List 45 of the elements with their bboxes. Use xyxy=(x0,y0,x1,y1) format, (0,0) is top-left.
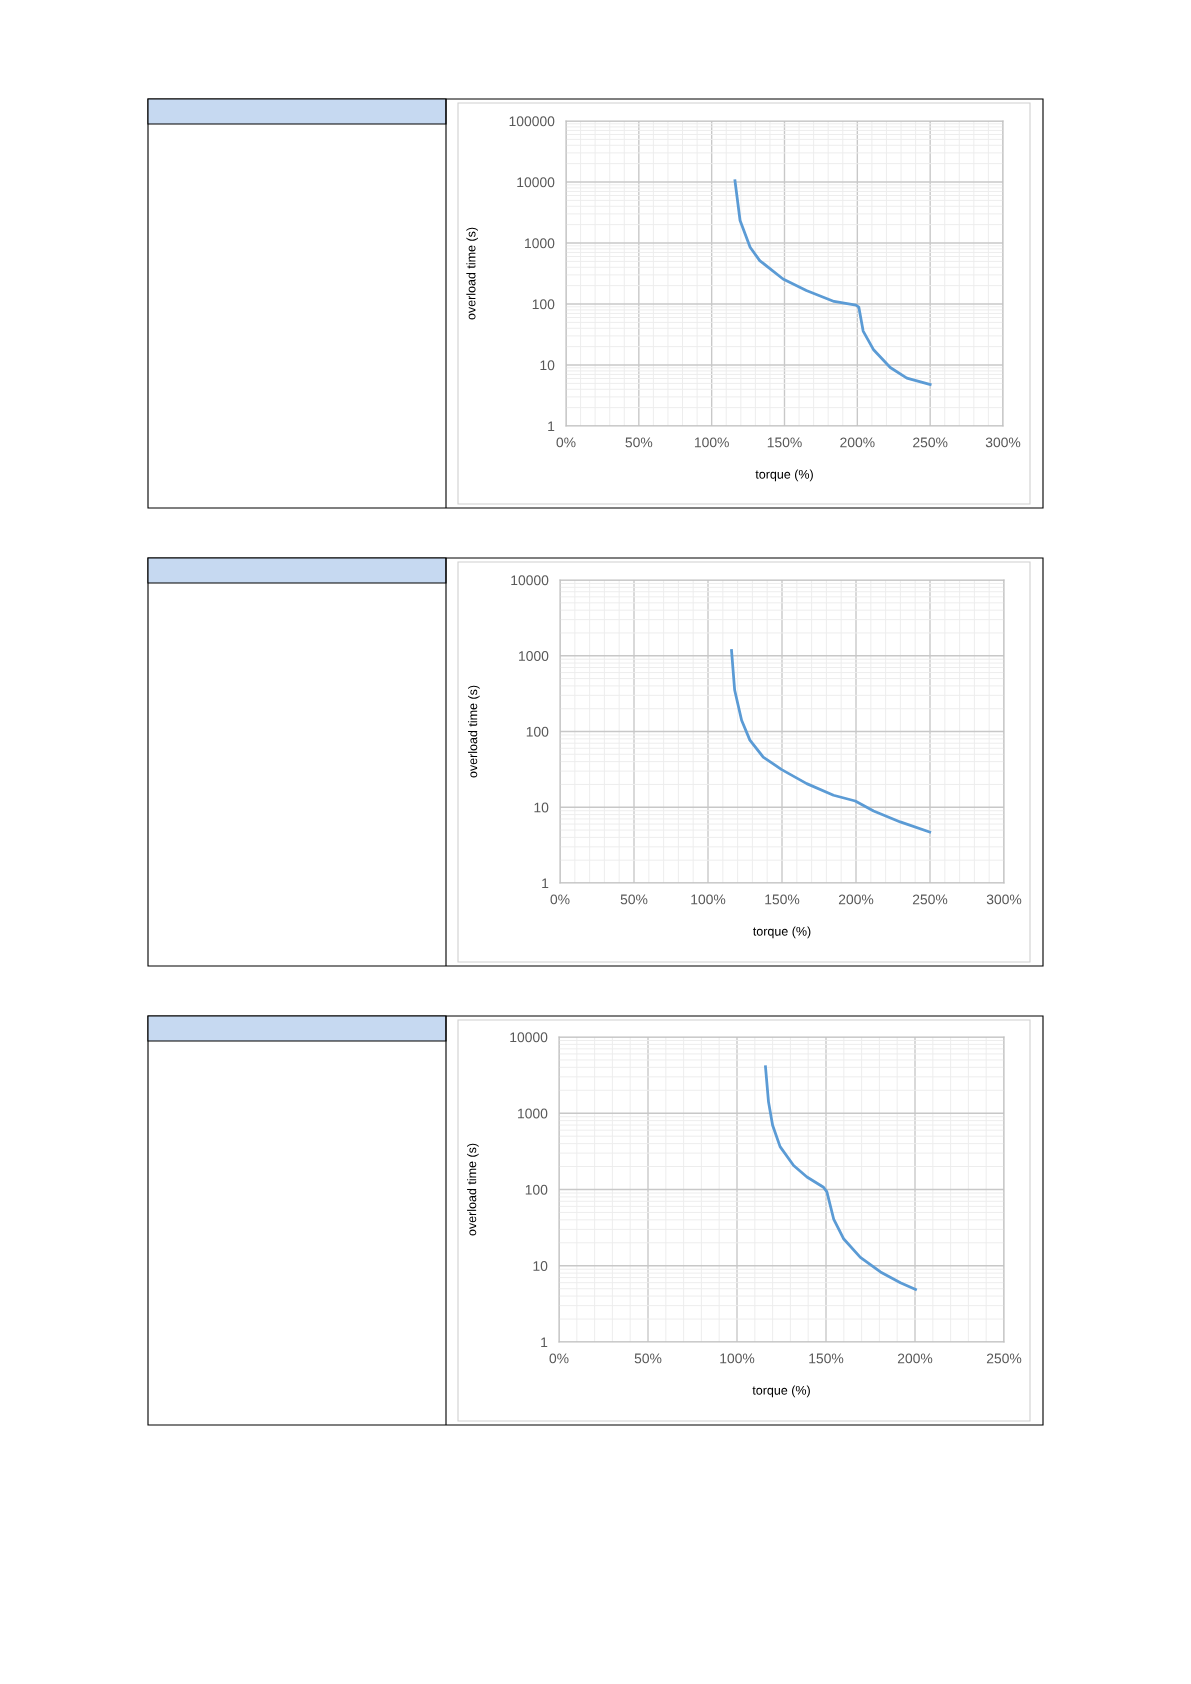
x-tick-label: 300% xyxy=(985,437,1021,448)
x-tick-label: 50% xyxy=(620,894,648,905)
y-tick-label: 10000 xyxy=(517,177,555,188)
x-tick-label: 0% xyxy=(550,894,570,905)
line-series xyxy=(733,179,932,386)
y-tick-label: 1 xyxy=(541,1337,548,1348)
y-tick-label: 10 xyxy=(540,360,555,371)
line-series xyxy=(730,649,932,834)
y-tick-label: 100 xyxy=(525,1184,548,1195)
y-tick-label: 1 xyxy=(542,878,549,889)
y-tick-label: 100 xyxy=(532,299,555,310)
x-tick-label: 250% xyxy=(986,1353,1022,1364)
x-tick-label: 250% xyxy=(912,894,948,905)
x-tick-label: 150% xyxy=(809,1353,844,1364)
x-tick-label: 200% xyxy=(840,437,875,448)
y-tick-label: 10000 xyxy=(510,1032,548,1043)
x-tick-label: 250% xyxy=(913,437,948,448)
x-tick-label: 50% xyxy=(625,437,653,448)
y-tick-label: 1000 xyxy=(519,651,549,661)
x-tick-label: 100% xyxy=(720,1353,755,1364)
x-tick-label: 150% xyxy=(765,894,800,905)
x-tick-label: 200% xyxy=(838,894,874,905)
x-tick-label: 300% xyxy=(986,894,1022,905)
x-tick-label: 200% xyxy=(897,1353,933,1364)
x-axis-title: torque (%) xyxy=(755,469,813,482)
y-axis-title: overload time (s) xyxy=(467,1143,479,1236)
x-tick-label: 50% xyxy=(634,1353,662,1364)
line-series xyxy=(764,1065,917,1291)
x-tick-label: 150% xyxy=(767,437,802,448)
x-axis-title: torque (%) xyxy=(752,1385,810,1398)
x-tick-label: 0% xyxy=(549,1353,569,1364)
y-tick-label: 100000 xyxy=(509,116,555,127)
y-tick-label: 100 xyxy=(526,726,549,737)
x-axis-title: torque (%) xyxy=(753,926,811,939)
y-tick-label: 10 xyxy=(533,1261,548,1271)
y-tick-label: 1000 xyxy=(518,1108,548,1119)
y-tick-label: 10000 xyxy=(511,575,549,586)
y-axis-title: overload time (s) xyxy=(468,685,480,778)
y-axis-title: overload time (s) xyxy=(466,227,478,320)
y-tick-label: 10 xyxy=(534,802,549,813)
x-tick-label: 100% xyxy=(691,894,726,905)
y-tick-label: 1000 xyxy=(525,238,555,249)
y-tick-label: 1 xyxy=(548,421,555,432)
x-tick-label: 0% xyxy=(556,437,576,448)
x-tick-label: 100% xyxy=(694,437,729,448)
